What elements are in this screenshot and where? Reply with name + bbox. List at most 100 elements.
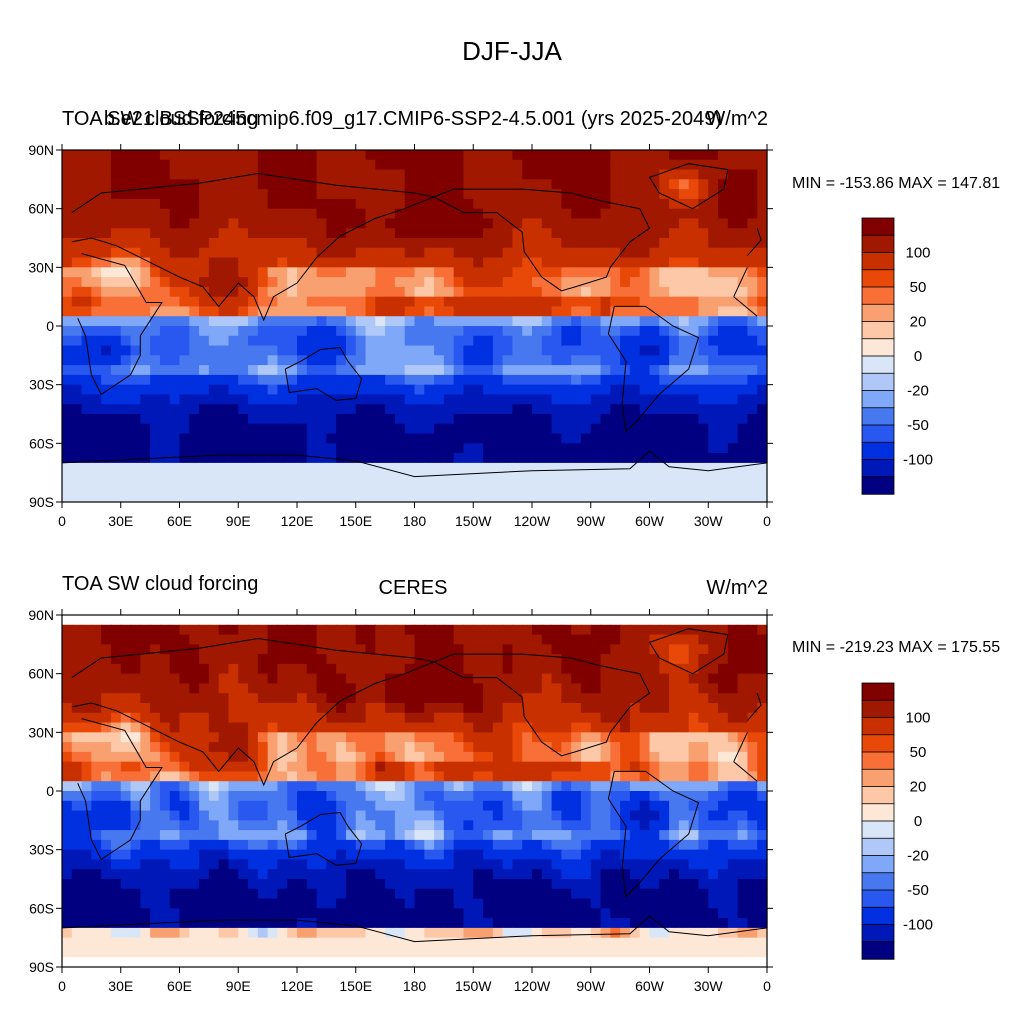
field-cell — [287, 238, 298, 249]
field-cell — [199, 404, 210, 415]
field-cell — [512, 742, 523, 753]
field-cell — [101, 634, 112, 645]
field-cell — [512, 918, 523, 929]
field-cell — [101, 859, 112, 870]
field-cell — [257, 712, 269, 724]
field-cell — [375, 761, 386, 773]
field-cell — [404, 218, 416, 229]
field-cell — [267, 722, 279, 733]
field-cell — [512, 492, 523, 503]
field-cell — [629, 414, 641, 425]
field-cell — [659, 615, 670, 626]
field-cell — [669, 624, 680, 636]
field-cell — [199, 722, 210, 733]
field-cell — [355, 414, 367, 425]
field-cell — [394, 654, 406, 665]
field-cell — [434, 277, 445, 288]
field-cell — [81, 830, 92, 841]
field-cell — [277, 433, 288, 444]
field-cell — [208, 761, 220, 773]
field-cell — [120, 394, 132, 405]
field-cell — [385, 472, 396, 484]
field-cell — [248, 198, 259, 210]
field-cell — [718, 654, 729, 665]
field-cell — [639, 624, 651, 636]
field-cell — [71, 306, 83, 317]
field-cell — [424, 169, 435, 180]
field-cell — [326, 394, 337, 405]
field-cell — [326, 781, 337, 792]
field-cell — [81, 732, 92, 743]
field-cell — [208, 634, 220, 645]
field-cell — [120, 159, 132, 171]
field-cell — [345, 492, 357, 503]
field-cell — [140, 198, 151, 210]
field-cell — [169, 462, 181, 474]
field-cell — [189, 316, 200, 327]
field-cell — [473, 751, 484, 763]
field-cell — [345, 820, 357, 831]
field-cell — [91, 859, 102, 870]
field-cell — [610, 918, 621, 929]
field-cell — [208, 306, 220, 317]
field-cell — [708, 365, 719, 376]
field-cell — [473, 365, 484, 376]
field-cell — [345, 238, 357, 249]
field-cell — [718, 394, 729, 405]
x-tick-label: 150W — [455, 513, 492, 529]
field-cell — [150, 771, 161, 782]
field-cell — [708, 247, 719, 259]
field-cell — [199, 644, 210, 655]
field-cell — [747, 771, 758, 782]
field-cell — [757, 462, 768, 474]
field-cell — [287, 208, 298, 220]
field-cell — [649, 286, 660, 298]
field-cell — [414, 703, 425, 714]
field-cell — [297, 879, 308, 890]
field-cell — [629, 722, 641, 733]
field-cell — [159, 673, 171, 685]
field-cell — [620, 663, 631, 675]
field-cell — [590, 404, 602, 415]
field-cell — [541, 374, 553, 386]
field-cell — [580, 345, 592, 356]
field-cell — [541, 634, 553, 645]
field-cell — [688, 771, 700, 782]
field-cell — [306, 800, 318, 812]
field-cell — [580, 462, 592, 474]
field-cell — [404, 257, 416, 268]
field-cell — [453, 693, 465, 704]
field-cell — [287, 683, 298, 694]
field-cell — [698, 453, 709, 464]
field-cell — [502, 326, 514, 337]
field-cell — [267, 869, 279, 880]
field-cell — [424, 898, 435, 909]
field-cell — [199, 820, 210, 831]
field-cell — [737, 296, 749, 308]
field-cell — [590, 277, 602, 288]
field-cell — [678, 228, 690, 239]
field-cell — [551, 654, 562, 665]
field-cell — [669, 492, 680, 503]
field-cell — [385, 742, 396, 753]
field-cell — [708, 654, 719, 665]
field-cell — [737, 781, 749, 792]
field-cell — [287, 335, 298, 347]
field-cell — [169, 800, 181, 812]
field-cell — [639, 908, 651, 919]
field-cell — [620, 693, 631, 704]
field-cell — [453, 150, 465, 161]
field-cell — [737, 316, 749, 327]
field-cell — [385, 277, 396, 288]
field-cell — [238, 722, 249, 733]
field-cell — [649, 433, 660, 444]
field-cell — [522, 159, 533, 171]
field-cell — [708, 771, 719, 782]
field-cell — [316, 722, 327, 733]
field-cell — [669, 159, 680, 171]
field-cell — [580, 267, 592, 278]
x-tick-label: 30W — [694, 513, 724, 529]
field-cell — [267, 712, 279, 724]
field-cell — [463, 374, 474, 386]
